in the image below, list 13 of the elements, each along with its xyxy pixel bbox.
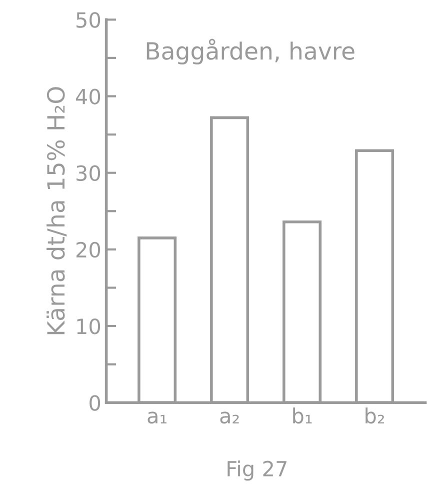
y-tick-label: 40	[76, 88, 100, 104]
x-tick-label: b₁	[293, 407, 312, 424]
y-tick-label: 0	[90, 395, 100, 411]
x-tick-label: a₂	[220, 412, 239, 424]
y-tick-label: 10	[77, 318, 100, 334]
x-tick-label: b₂	[366, 407, 384, 424]
text: Baggården, havre	[146, 38, 354, 64]
y-tick-label: 20	[76, 242, 100, 258]
caption: Fig 27	[228, 460, 286, 481]
x-tick-label: a₁	[148, 412, 166, 424]
y-axis-title: Kärna dt/ha 15% H₂O	[46, 87, 67, 334]
y-tick-label: 30	[76, 165, 100, 182]
y-tick-label: 50	[76, 12, 100, 28]
